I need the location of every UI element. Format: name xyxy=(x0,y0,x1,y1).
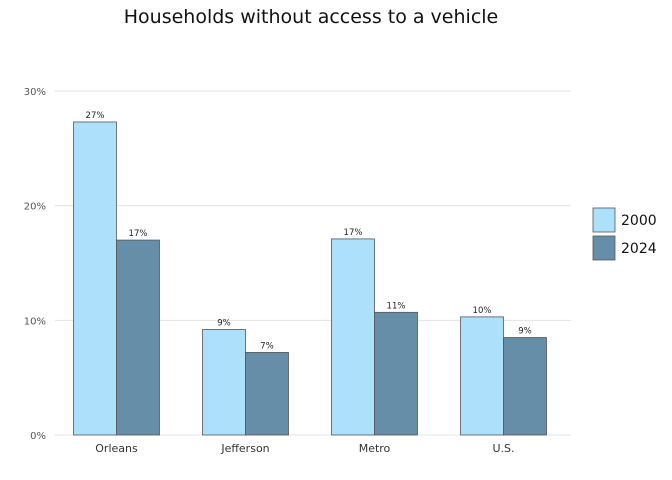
bar-2000-orleans xyxy=(74,122,117,435)
bar-2024-orleans xyxy=(117,240,160,435)
x-category-label: Metro xyxy=(359,442,391,455)
bars xyxy=(74,122,547,435)
data-label: 9% xyxy=(217,319,231,329)
bar-chart: Households without access to a vehicle 0… xyxy=(0,0,672,480)
x-category-label: Jefferson xyxy=(220,442,269,455)
x-category-label: U.S. xyxy=(492,442,514,455)
data-label: 9% xyxy=(518,327,532,337)
chart-title: Households without access to a vehicle xyxy=(124,6,498,28)
y-axis-ticks: 0% 10% 20% 30% xyxy=(24,87,46,442)
x-category-label: Orleans xyxy=(95,442,138,455)
data-label: 11% xyxy=(387,301,406,311)
bar-2024-metro xyxy=(375,312,418,435)
legend-label: 2024 xyxy=(621,241,657,257)
y-tick-label: 20% xyxy=(24,202,46,213)
data-label: 17% xyxy=(129,229,148,239)
legend-swatch xyxy=(593,208,615,232)
x-axis-categories: Orleans Jefferson Metro U.S. xyxy=(95,442,514,455)
legend-swatch xyxy=(593,236,615,260)
legend-label: 2000 xyxy=(621,213,657,229)
bar-2000-us xyxy=(461,317,504,435)
bar-2024-jefferson xyxy=(246,352,289,435)
data-label: 27% xyxy=(86,111,105,121)
bar-2000-metro xyxy=(332,239,375,435)
y-tick-label: 0% xyxy=(30,431,46,442)
legend: 2000 2024 xyxy=(593,208,657,260)
bar-2000-jefferson xyxy=(203,330,246,435)
data-label: 10% xyxy=(473,306,492,316)
data-label: 7% xyxy=(260,341,274,351)
bar-2024-us xyxy=(504,338,547,435)
data-label: 17% xyxy=(344,228,363,238)
y-tick-label: 30% xyxy=(24,87,46,98)
y-tick-label: 10% xyxy=(24,316,46,327)
